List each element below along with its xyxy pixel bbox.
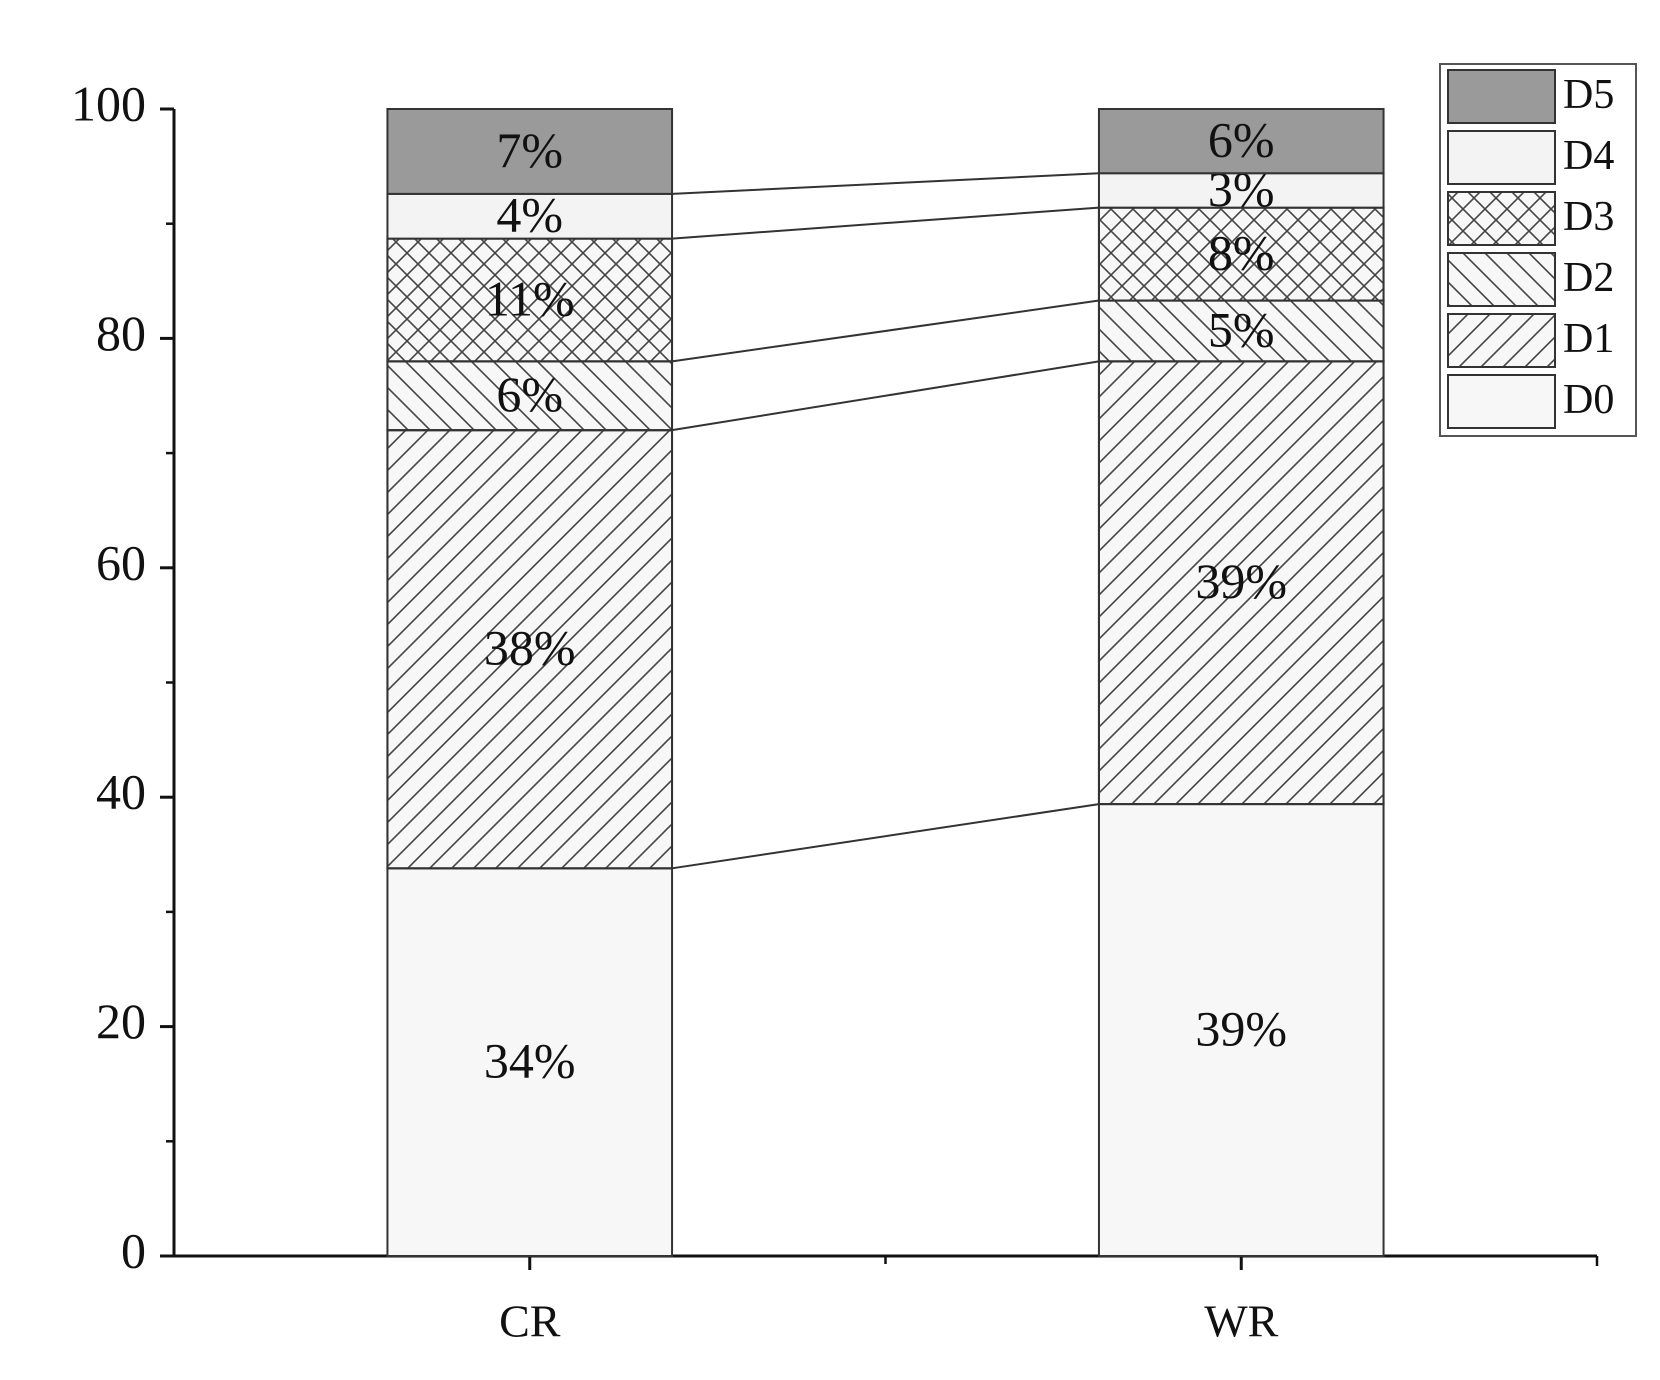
bar-segment — [386, 867, 674, 1258]
legend-label: D1 — [1563, 316, 1614, 362]
bar-hatch — [1097, 299, 1385, 363]
legend-swatch — [1447, 374, 1556, 429]
legend-swatch-hatch — [1447, 313, 1556, 368]
bar-value-label: 39% — [1195, 553, 1287, 609]
bar-value-label: 7% — [496, 122, 563, 178]
bar-segment — [386, 192, 674, 240]
bar-segment — [1097, 803, 1385, 1257]
bar-value-label: 6% — [1208, 112, 1275, 168]
bar-value-label: 4% — [496, 187, 563, 243]
y-tick-label: 100 — [71, 75, 146, 131]
legend-swatch — [1447, 69, 1556, 124]
bar-segment — [1097, 172, 1385, 209]
bar-hatch — [1097, 360, 1385, 806]
legend-swatch — [1447, 130, 1556, 185]
bar-segment — [386, 108, 674, 195]
bar-hatch — [386, 360, 674, 432]
bar-hatch — [386, 429, 674, 870]
y-tick-label: 80 — [96, 305, 146, 361]
bar-value-label: 38% — [484, 620, 576, 676]
y-tick-label: 20 — [96, 993, 146, 1049]
legend-label: D4 — [1563, 133, 1614, 179]
legend-label: D5 — [1563, 72, 1614, 118]
legend-swatch-hatch — [1447, 191, 1556, 246]
connector-line — [671, 206, 1100, 240]
legend-label: D2 — [1563, 255, 1614, 301]
bar-value-label: 11% — [485, 270, 575, 326]
connector-line — [671, 299, 1100, 363]
legend-label: D3 — [1563, 194, 1614, 240]
bar-value-label: 6% — [496, 366, 563, 422]
legend-label: D0 — [1563, 377, 1614, 423]
connector-line — [672, 172, 1099, 195]
y-tick-label: 0 — [121, 1222, 146, 1278]
bar-hatch — [1097, 206, 1385, 302]
legend-swatch-hatch — [1447, 252, 1556, 307]
connector-line — [671, 803, 1100, 870]
bar-segment — [1097, 108, 1385, 175]
x-tick-label: WR — [1204, 1296, 1278, 1347]
x-tick-label: CR — [499, 1296, 561, 1347]
bar-value-label: 39% — [1195, 1001, 1287, 1057]
bar-value-label: 34% — [484, 1033, 576, 1089]
bar-value-label: 5% — [1208, 301, 1275, 357]
y-tick-label: 60 — [96, 534, 146, 590]
y-tick-label: 40 — [96, 764, 146, 820]
bar-value-label: 8% — [1208, 225, 1275, 281]
connector-line — [671, 360, 1100, 432]
